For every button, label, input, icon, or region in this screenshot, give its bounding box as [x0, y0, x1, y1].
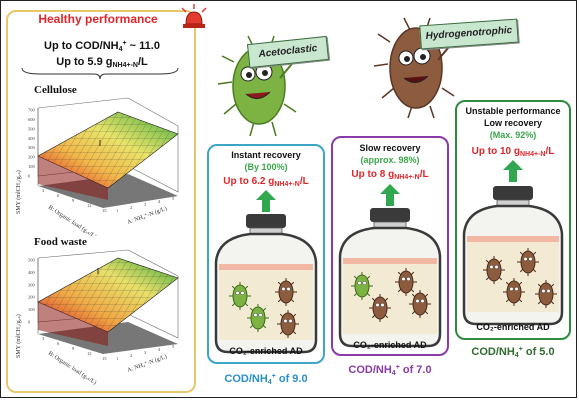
b-tick-label: 9 — [72, 346, 75, 351]
up-arrow-icon — [380, 184, 400, 206]
panel2-caption: CO₂-enriched AD — [353, 340, 427, 350]
panel1-ammonia: Up to 6.2 gNH4+-N/L — [223, 176, 309, 188]
microbe-icon — [503, 278, 525, 306]
b-tick-label: 6 — [57, 341, 60, 346]
z-tick-label: 700 — [28, 108, 36, 113]
z-tick-label: 0 — [28, 174, 31, 179]
z-tick-label: 0 — [28, 320, 31, 325]
foodwaste-title: Food waste — [34, 236, 87, 248]
panel3-caption: CO₂-enriched AD — [476, 322, 550, 332]
jar-icon — [462, 186, 564, 326]
panel3-title: Unstable performance — [465, 106, 561, 116]
panel2-title: Slow recovery — [359, 143, 421, 153]
microbe-icon — [369, 294, 391, 322]
microbe-icon — [351, 272, 373, 300]
microbe-icon — [535, 280, 557, 308]
z-tick-label: 300 — [28, 145, 36, 150]
a-tick-label: 2 — [130, 205, 132, 210]
a-tick-label: 4 — [158, 347, 161, 352]
siren-icon — [181, 4, 207, 28]
brace-icon — [21, 67, 179, 80]
panel3-title2: Low recovery — [483, 118, 543, 128]
panel1-cod-label: COD/NH4+ of 9.0 — [224, 373, 308, 386]
b-tick-label: 12 — [87, 203, 92, 208]
panel3-cod-label: COD/NH4+ of 5.0 — [471, 346, 555, 359]
healthy-performance-panel — [6, 10, 196, 393]
acetoclastic-microbe-icon — [217, 35, 303, 137]
cellulose-surface-plot: 0 100 200 300 400 500 600 700 SMY (mlCH₄/gᵥₛ) B… — [15, 97, 179, 236]
cellulose-smy-axis-label: SMY (mlCH₄/gᵥₛ) — [15, 170, 22, 214]
a-tick-label: 3 — [144, 350, 147, 355]
panel2-cod-label: COD/NH4+ of 7.0 — [348, 364, 432, 377]
a-tick-label: 1 — [116, 208, 118, 213]
cellulose-a-axis-label: A: NH₄⁺-N (g/L) — [126, 205, 167, 226]
a-tick-label: 5 — [172, 344, 175, 349]
z-tick-label: 200 — [28, 295, 36, 300]
z-tick-label: 500 — [28, 258, 36, 263]
panel3-ammonia: Up to 10 gNH4+-N/L — [471, 146, 555, 158]
microbe-icon — [275, 278, 297, 306]
panel1-caption: CO₂-enriched AD — [229, 346, 303, 356]
a-tick-label: 5 — [172, 196, 175, 201]
b-tick-label: 3 — [42, 188, 45, 193]
b-tick-label: 6 — [57, 193, 60, 198]
cellulose-title: Cellulose — [34, 84, 77, 96]
microbe-icon — [517, 248, 539, 276]
microbe-icon — [277, 310, 299, 338]
a-tick-label: 2 — [130, 353, 132, 358]
panel1-title: Instant recovery — [231, 150, 301, 160]
foodwaste-a-axis-label: A: NH₄⁺-N (g/L) — [126, 353, 167, 374]
b-tick-label: 3 — [42, 336, 45, 341]
panel2-recovery: (approx. 98%) — [360, 155, 420, 165]
healthy-performance-title: Healthy performance — [38, 12, 158, 26]
microbe-icon — [229, 282, 251, 310]
microbe-icon — [247, 304, 269, 332]
z-tick-label: 100 — [28, 307, 36, 312]
ammonia-limit-line: Up to 5.9 gNH4+-N/L — [56, 56, 148, 69]
a-tick-label: 1 — [116, 356, 118, 361]
b-tick-label: 12 — [87, 351, 92, 356]
b-tick-label: 15 — [102, 356, 107, 361]
microbe-icon — [483, 256, 505, 284]
microbe-icon — [409, 290, 431, 318]
cod-ratio-line: Up to COD/NH4+ ~ 11.0 — [44, 40, 160, 53]
jar-icon — [338, 208, 442, 348]
cellulose-b-axis-label: B: Organic load (gᵥₛ/L) — [47, 204, 98, 236]
b-tick-label: 9 — [72, 198, 75, 203]
a-tick-label: 3 — [144, 202, 147, 207]
foodwaste-smy-axis-label: SMY (mlCH₄/gᵥₛ) — [15, 314, 22, 358]
jar-icon — [214, 214, 318, 354]
panel1-recovery: (By 100%) — [244, 162, 288, 172]
a-tick-label: 4 — [158, 199, 161, 204]
z-tick-label: 300 — [28, 282, 36, 287]
up-arrow-icon — [256, 190, 276, 212]
panel3-recovery: (Max. 92%) — [489, 130, 537, 140]
z-tick-label: 400 — [28, 270, 36, 275]
up-arrow-icon — [503, 160, 523, 182]
microbe-icon — [395, 268, 417, 296]
b-tick-label: 15 — [102, 208, 107, 213]
z-tick-label: 600 — [28, 117, 36, 122]
z-tick-label: 100 — [28, 164, 36, 169]
panel2-ammonia: Up to 8 gNH4+-N/L — [351, 169, 429, 181]
z-tick-label: 200 — [28, 155, 36, 160]
z-tick-label: 400 — [28, 136, 36, 141]
z-tick-label: 500 — [28, 126, 36, 131]
